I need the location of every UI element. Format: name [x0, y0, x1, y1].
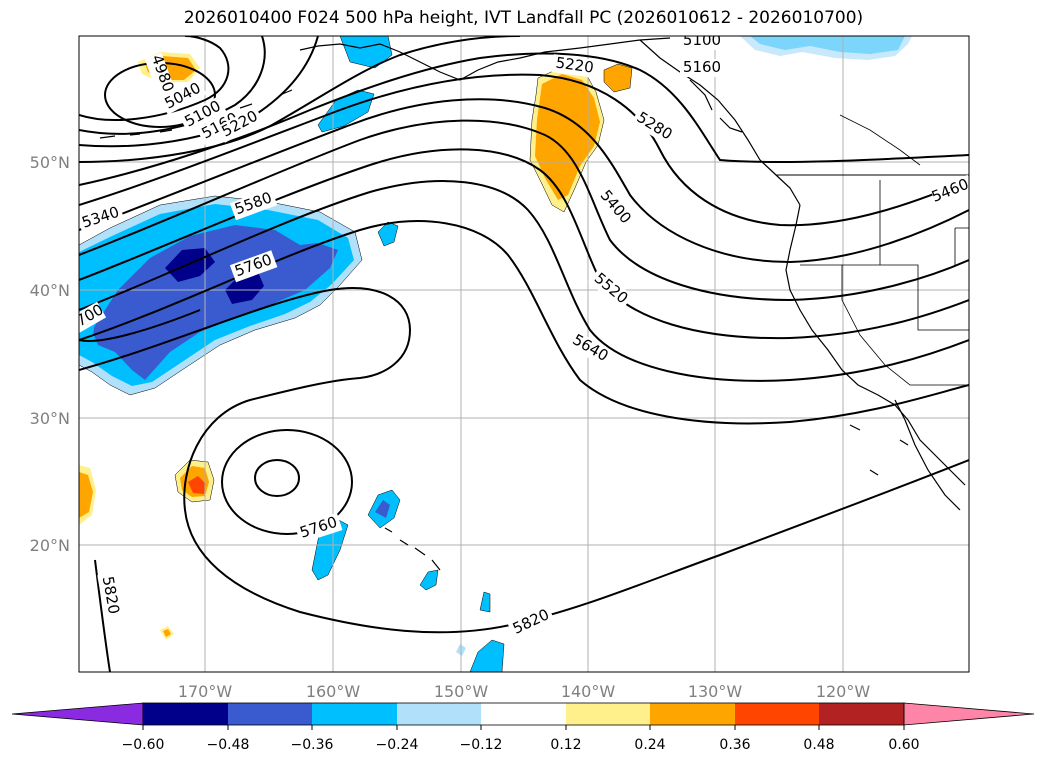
lon-label-170w: 170°W — [178, 682, 233, 701]
colorbar-tick-label: 0.12 — [550, 737, 581, 753]
lon-label-120w: 120°W — [816, 682, 871, 701]
colorbar-segment — [650, 703, 735, 725]
colorbar-segment — [397, 703, 481, 725]
lat-label-30n: 30°N — [30, 409, 70, 428]
longitude-labels: 170°W 160°W 150°W 140°W 130°W 120°W — [178, 682, 871, 701]
colorbar: −0.60 −0.48 −0.36 −0.24 −0.12 0.12 0.24 … — [11, 702, 1035, 753]
lat-label-20n: 20°N — [30, 536, 70, 555]
contour-label-5100-east: 5100 — [683, 31, 721, 49]
colorbar-tick-label: 0.60 — [888, 737, 919, 753]
lon-label-160w: 160°W — [306, 682, 361, 701]
colorbar-tick-label: −0.48 — [207, 737, 250, 753]
colorbar-tick-label: −0.60 — [122, 737, 165, 753]
colorbar-tick-label: 0.36 — [719, 737, 750, 753]
colorbar-segment — [735, 703, 819, 725]
lon-label-140w: 140°W — [561, 682, 616, 701]
lon-label-130w: 130°W — [688, 682, 743, 701]
colorbar-tick-label: 0.24 — [634, 737, 665, 753]
colorbar-segment — [312, 703, 397, 725]
lat-label-40n: 40°N — [30, 281, 70, 300]
map-frame — [78, 35, 970, 673]
contour-label-5220-east: 5220 — [555, 53, 595, 76]
colorbar-extend-low — [11, 702, 144, 726]
colorbar-tick-label: −0.12 — [460, 737, 503, 753]
colorbar-segment — [143, 703, 228, 725]
height-contours — [79, 36, 969, 672]
colorbar-extend-high — [903, 702, 1035, 726]
coastlines — [99, 37, 969, 571]
colorbar-segment — [481, 703, 566, 725]
contour-label-5160-east: 5160 — [683, 58, 721, 76]
ivt-shading-negative — [79, 36, 912, 672]
lat-label-50n: 50°N — [30, 153, 70, 172]
latitude-labels: 50°N 40°N 30°N 20°N — [30, 153, 70, 555]
colorbar-segment — [228, 703, 312, 725]
colorbar-segment — [819, 703, 904, 725]
colorbar-tick-label: −0.36 — [291, 737, 334, 753]
colorbar-segment — [566, 703, 650, 725]
colorbar-tick-label: 0.48 — [803, 737, 834, 753]
colorbar-tick-label: −0.24 — [376, 737, 419, 753]
lon-label-150w: 150°W — [434, 682, 489, 701]
map-title: 2026010400 F024 500 hPa height, IVT Land… — [183, 8, 864, 28]
